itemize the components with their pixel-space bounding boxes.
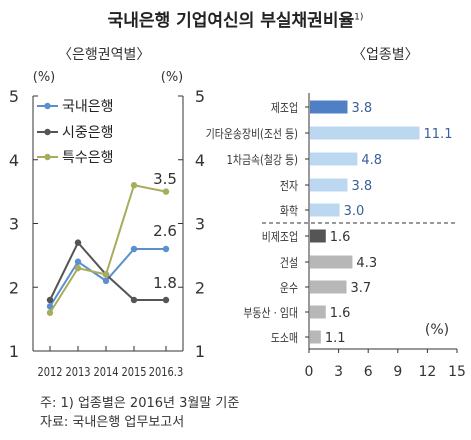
value-tick-label: 12 xyxy=(418,364,436,380)
data-point xyxy=(74,264,82,272)
x-tick-label: 2015 xyxy=(121,365,146,379)
x-tick-label: 2016.3 xyxy=(149,365,183,379)
left-y-tick-label: 5 xyxy=(9,87,19,106)
legend-label: 특수은행 xyxy=(62,150,114,166)
bar xyxy=(310,126,420,140)
bar xyxy=(310,305,326,319)
right-y-unit: (%) xyxy=(161,70,184,85)
right-y-tick-label: 3 xyxy=(195,215,205,234)
x-tick-label: 2012 xyxy=(37,365,62,379)
left-subtitle: 〈은행권역별〉 xyxy=(58,47,151,63)
end-value-label: 2.6 xyxy=(153,222,177,240)
bar xyxy=(310,330,321,344)
data-point xyxy=(130,182,138,189)
value-tick-label: 15 xyxy=(448,364,466,380)
bar-value-label: 1.6 xyxy=(330,306,351,321)
source-note: 자료: 국내은행 업무보고서 xyxy=(40,415,185,430)
bar-value-label: 3.8 xyxy=(351,179,372,194)
category-label: 비제조업 xyxy=(262,230,298,244)
bar xyxy=(310,255,353,269)
left-y-tick-label: 4 xyxy=(9,151,19,170)
data-point xyxy=(46,296,54,304)
value-tick-label: 9 xyxy=(393,364,402,380)
x-tick-label: 2013 xyxy=(65,365,90,379)
legend-swatch-dot xyxy=(44,153,51,161)
series-line-0 xyxy=(49,248,166,307)
data-point xyxy=(102,277,110,285)
data-point xyxy=(46,309,54,316)
data-point xyxy=(74,258,82,265)
bar-value-label: 4.8 xyxy=(361,153,382,168)
bar-value-label: 11.1 xyxy=(424,127,453,142)
bar-value-label: 1.1 xyxy=(325,331,346,346)
category-label: 부동산 · 임대 xyxy=(243,306,298,320)
value-axis-unit: (%) xyxy=(425,322,449,338)
chart-title: 국내은행 기업여신의 부실채권비율1) xyxy=(107,11,364,31)
category-label: 화학 xyxy=(280,204,298,218)
right-y-tick-label: 1 xyxy=(195,342,205,361)
bar xyxy=(310,178,348,192)
left-y-tick-label: 2 xyxy=(9,278,19,297)
left-y-tick-label: 1 xyxy=(9,342,19,361)
category-label: 운수 xyxy=(280,281,298,295)
left-y-tick-label: 3 xyxy=(9,215,19,234)
right-subtitle: 〈업종별〉 xyxy=(352,47,419,63)
bar xyxy=(310,280,347,294)
footnote: 주: 1) 업종별은 2016년 3월말 기준 xyxy=(40,396,240,411)
bar xyxy=(310,152,358,166)
data-point xyxy=(102,271,110,278)
end-value-label: 3.5 xyxy=(153,170,177,188)
legend-label: 시중은행 xyxy=(62,125,114,141)
value-tick-label: 6 xyxy=(364,364,373,380)
bar xyxy=(310,203,340,217)
end-value-label: 1.8 xyxy=(153,274,177,292)
bar-value-label: 3.7 xyxy=(351,281,372,296)
category-label: 건설 xyxy=(280,256,298,270)
bar-value-label: 1.6 xyxy=(330,230,351,245)
legend-swatch-dot xyxy=(44,102,51,110)
bar xyxy=(310,229,326,243)
bar-value-label: 4.3 xyxy=(356,256,377,271)
value-tick-label: 0 xyxy=(305,364,314,380)
category-label: 기타운송장비(조선 등) xyxy=(206,127,298,141)
x-tick-label: 2014 xyxy=(93,365,118,379)
category-label: 도소매 xyxy=(271,331,298,345)
data-point xyxy=(130,296,138,304)
category-label: 제조업 xyxy=(271,101,298,115)
category-label: 1차금속(철강 등) xyxy=(227,153,298,167)
line-chart: 1 1 2 2 3 3 4 4 5 5 (%) (%) 2012 2013 2014 2015 2016.3 국내… xyxy=(9,70,205,379)
bar-chart: 제조업 3.8 기타운송장비(조선 등) 11.1 1차금속(철강 등) 4.8 전자 3.8… xyxy=(206,93,466,380)
category-label: 전자 xyxy=(280,179,298,193)
bar xyxy=(310,100,348,114)
left-y-unit: (%) xyxy=(33,70,56,85)
bar-value-label: 3.0 xyxy=(344,204,365,219)
data-point xyxy=(74,239,82,246)
legend-label: 국내은행 xyxy=(62,99,114,115)
data-point xyxy=(162,296,170,304)
bar-value-label: 3.8 xyxy=(351,101,372,116)
right-y-tick-label: 2 xyxy=(195,278,205,297)
right-y-tick-label: 4 xyxy=(195,151,205,170)
data-point xyxy=(162,188,170,195)
value-tick-label: 3 xyxy=(334,364,343,380)
data-point xyxy=(162,245,170,253)
data-point xyxy=(130,245,138,253)
right-y-tick-label: 5 xyxy=(195,87,205,106)
legend-swatch-dot xyxy=(44,128,51,136)
data-point xyxy=(46,303,54,310)
